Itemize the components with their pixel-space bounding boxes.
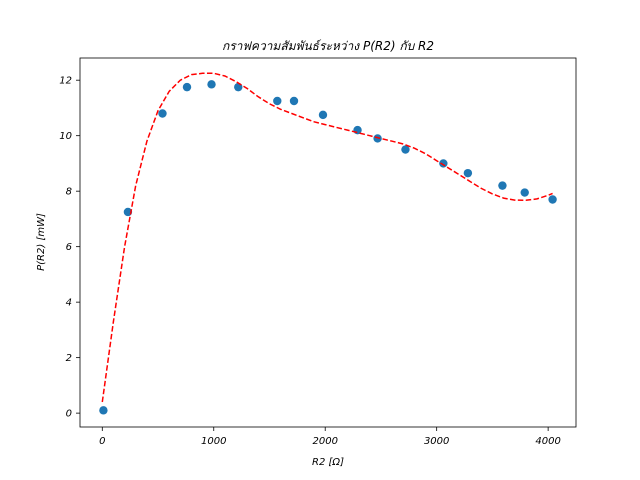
- data-point: [520, 188, 529, 197]
- fit-curve-line: [101, 72, 553, 403]
- y-tick-label: 4: [66, 298, 72, 309]
- plot-frame: [79, 57, 577, 428]
- y-tick-label: 0: [66, 409, 72, 420]
- x-tick-label: 4000: [535, 436, 560, 447]
- data-point: [158, 109, 167, 118]
- data-point: [373, 134, 382, 143]
- y-tick-label: 6: [66, 242, 72, 253]
- y-tick-label: 2: [66, 353, 72, 364]
- data-point: [439, 159, 448, 168]
- y-axis-label: P(R2) [mW]: [36, 213, 47, 271]
- data-point: [182, 82, 192, 92]
- x-tick-label: 3000: [424, 436, 449, 447]
- data-point: [548, 195, 557, 204]
- x-axis-label: R2 [Ω]: [312, 457, 344, 468]
- x-tick-label: 2000: [312, 436, 337, 447]
- data-point: [99, 406, 108, 415]
- x-tick-label: 1000: [201, 436, 226, 447]
- data-point: [289, 96, 299, 106]
- data-point: [273, 96, 282, 106]
- plot-area: 0 1000 2000 3000 4000 0 2 4 6 8 10 12: [59, 57, 577, 447]
- x-tick-label: 0: [99, 436, 105, 447]
- data-point: [498, 181, 507, 190]
- y-tick-label: 10: [59, 131, 72, 142]
- data-point: [401, 145, 410, 154]
- data-point: [318, 110, 328, 120]
- data-point: [463, 168, 473, 178]
- data-point: [207, 80, 216, 89]
- y-tick-label: 8: [66, 187, 72, 198]
- y-tick-label: 12: [59, 76, 72, 87]
- chart-title: กราฟความสัมพันธ์ระหว่าง P(R2) กับ R2: [222, 39, 434, 53]
